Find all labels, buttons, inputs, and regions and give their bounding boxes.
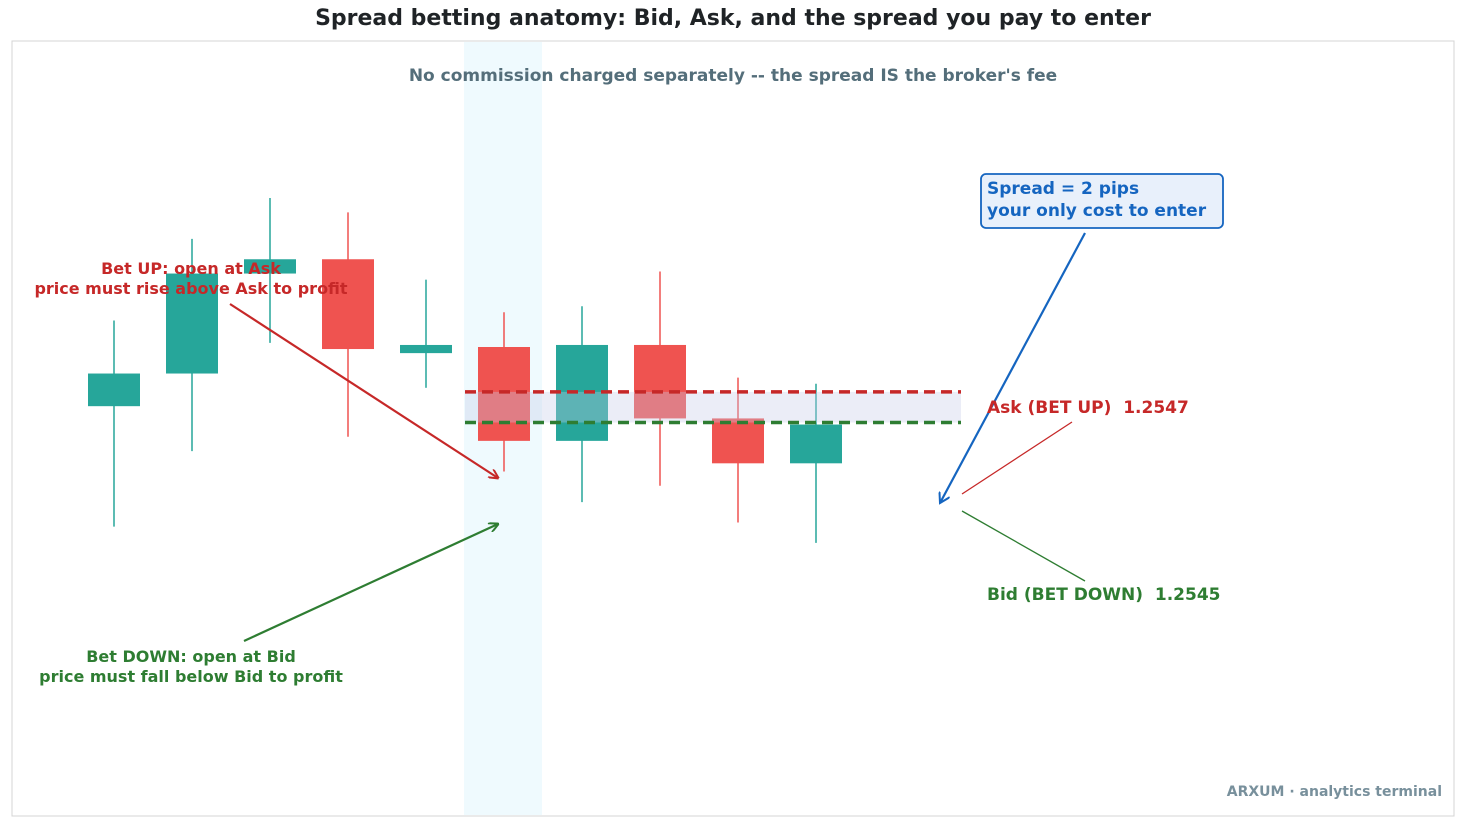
spread-callout-line1: Spread = 2 pips	[987, 179, 1139, 199]
spread-band	[465, 391, 961, 423]
bid-leader-line	[961, 510, 1086, 582]
bet-down-label-line2: price must fall below Bid to profit	[39, 667, 343, 686]
candle-body	[88, 373, 140, 407]
spread-callout-box	[980, 173, 1224, 229]
bet-down-label-line1: Bet DOWN: open at Bid	[86, 647, 296, 666]
candles-group	[88, 198, 842, 543]
bet-down-arrow	[243, 524, 498, 642]
subtitle: No commission charged separately -- the …	[409, 66, 1057, 86]
bet-up-label-line1: Bet UP: open at Ask	[101, 259, 281, 278]
bid-label: Bid (BET DOWN) 1.2545	[987, 585, 1220, 605]
candle-body	[790, 424, 842, 464]
candle-body	[478, 347, 530, 441]
chart-title: Spread betting anatomy: Bid, Ask, and th…	[315, 6, 1151, 31]
candle-body	[556, 344, 608, 441]
watermark: ARXUM · analytics terminal	[1227, 784, 1442, 800]
spread-callout-arrow	[940, 232, 1086, 503]
ask-label: Ask (BET UP) 1.2547	[987, 398, 1189, 418]
spread-callout-line2: your only cost to enter	[987, 201, 1207, 221]
candle-body	[322, 259, 374, 350]
candle-body	[166, 273, 218, 374]
candle-body	[244, 259, 296, 274]
candle-body	[634, 344, 686, 419]
candle-body	[400, 344, 452, 354]
bet-up-arrow	[229, 303, 498, 478]
candle-body	[712, 418, 764, 464]
bet-up-label-line2: price must rise above Ask to profit	[34, 279, 347, 298]
ask-leader-line	[961, 421, 1073, 495]
